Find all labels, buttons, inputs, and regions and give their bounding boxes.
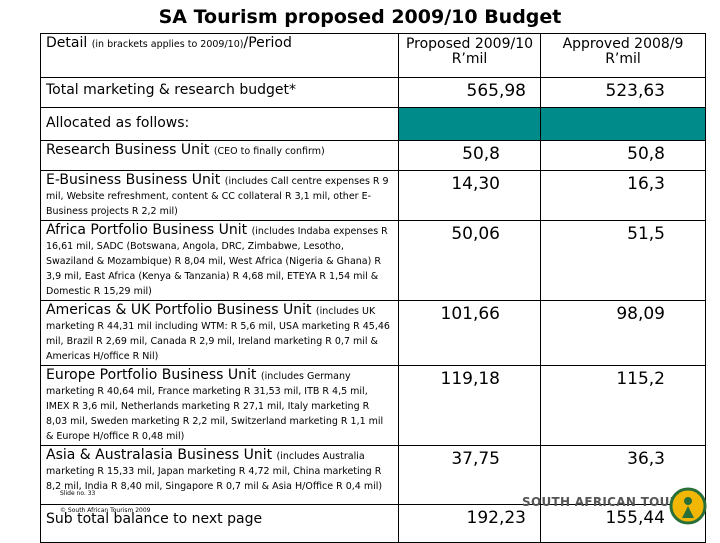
title: SA Tourism proposed 2009/10 Budget (158, 6, 562, 28)
teal-cell (540, 107, 706, 141)
value-cell: 98,09 (540, 300, 706, 366)
copyright: © South African Tourism 2009 (60, 507, 151, 514)
budget-table: Detail (in brackets applies to 2009/10)/… (40, 33, 706, 543)
value-cell: 50,8 (398, 140, 541, 171)
value-cell: 565,98 (398, 77, 541, 108)
note: (in brackets applies to 2009/10) (91, 39, 244, 50)
row-label: Research Business Unit (46, 142, 210, 158)
row-label: Europe Portfolio Business Unit (46, 367, 257, 383)
row-note: (CEO to finally confirm) (213, 146, 325, 157)
value-cell: 16,3 (540, 170, 706, 221)
budget-row: E-Business Business Unit (includes Call … (40, 170, 706, 221)
row-note: (includes Call centre expenses R 9 mil, … (46, 176, 389, 217)
label-cell: Research Business Unit (CEO to finally c… (40, 140, 399, 171)
value-cell: 14,30 (398, 170, 541, 221)
header-cell: Proposed 2009/10 R’mil (398, 33, 541, 78)
value-cell: 101,66 (398, 300, 541, 366)
value-cell: 50,8 (540, 140, 706, 171)
value-cell: 192,23 (398, 504, 541, 543)
budget-row: Africa Portfolio Business Unit (includes… (40, 220, 706, 301)
label-cell: Allocated as follows: (40, 107, 399, 141)
teal-cell (398, 107, 541, 141)
label-cell: Asia & Australasia Business Unit (includ… (40, 445, 399, 505)
value-cell: 50,06 (398, 220, 541, 301)
text: /Period (243, 35, 292, 51)
text: Detail (46, 35, 88, 51)
value-cell: 37,75 (398, 445, 541, 505)
row-label: Americas & UK Portfolio Business Unit (46, 302, 312, 318)
label-cell: Europe Portfolio Business Unit (includes… (40, 365, 399, 446)
subtotal-row: Sub total balance to next page 192,23 15… (40, 504, 706, 543)
value-cell: 115,2 (540, 365, 706, 446)
allocated-row: Allocated as follows: (40, 107, 706, 141)
row-note: (includes UK marketing R 44,31 mil inclu… (46, 306, 390, 362)
header-row: Detail (in brackets applies to 2009/10)/… (40, 33, 706, 78)
row-label: Africa Portfolio Business Unit (46, 222, 248, 238)
total-row: Total marketing & research budget* 565,9… (40, 77, 706, 108)
value-cell: 51,5 (540, 220, 706, 301)
row-note: (includes Indaba expenses R 16,61 mil, S… (46, 226, 388, 297)
label-cell: Sub total balance to next page (40, 504, 399, 543)
value-cell: 523,63 (540, 77, 706, 108)
row-note: (includes Australia marketing R 15,33 mi… (46, 451, 383, 492)
header-cell: Detail (in brackets applies to 2009/10)/… (40, 33, 399, 78)
value-cell: 119,18 (398, 365, 541, 446)
label-cell: E-Business Business Unit (includes Call … (40, 170, 399, 221)
row-label: Asia & Australasia Business Unit (46, 447, 273, 463)
logo-text: SOUTH AFRICAN TOURISM (522, 495, 706, 509)
logo-icon (669, 487, 707, 525)
budget-row: Europe Portfolio Business Unit (includes… (40, 365, 706, 446)
label-cell: Africa Portfolio Business Unit (includes… (40, 220, 399, 301)
label-cell: Americas & UK Portfolio Business Unit (i… (40, 300, 399, 366)
budget-row: Research Business Unit (CEO to finally c… (40, 140, 706, 171)
slide-number: Slide no. 33 (60, 490, 96, 497)
row-label: E-Business Business Unit (46, 172, 221, 188)
row-note: (includes Germany marketing R 40,64 mil,… (46, 371, 384, 442)
header-cell: Approved 2008/9 R’mil (540, 33, 706, 78)
budget-row: Americas & UK Portfolio Business Unit (i… (40, 300, 706, 366)
label-cell: Total marketing & research budget* (40, 77, 399, 108)
